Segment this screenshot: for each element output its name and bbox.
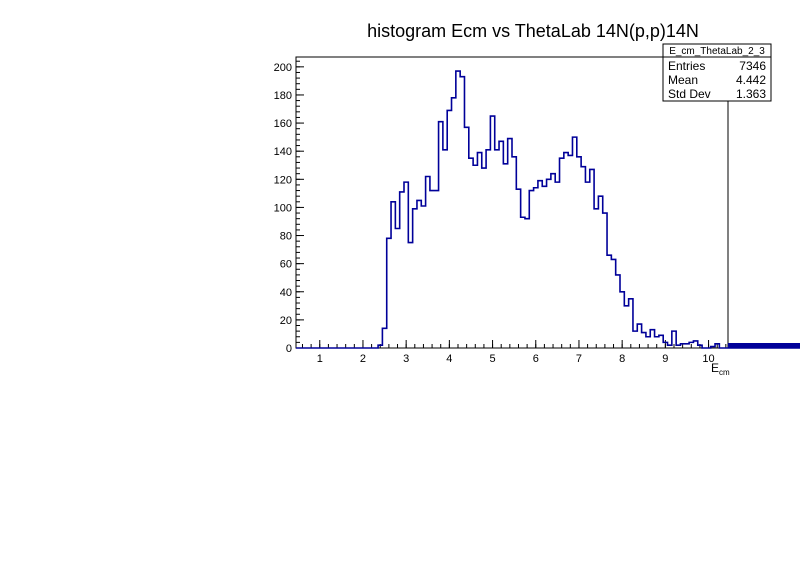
histogram-bin bbox=[534, 188, 538, 348]
y-tick-label: 40 bbox=[280, 287, 292, 299]
histogram-bin bbox=[577, 157, 581, 348]
histogram-bin bbox=[464, 127, 468, 348]
histogram-bin bbox=[564, 153, 568, 348]
histogram-bin bbox=[521, 217, 525, 348]
histogram-bin bbox=[633, 331, 637, 348]
y-tick-label: 200 bbox=[274, 62, 292, 74]
histogram-bin bbox=[598, 196, 602, 348]
histogram-bin bbox=[525, 219, 529, 348]
histogram-bin bbox=[443, 150, 447, 348]
histogram-bin bbox=[490, 116, 494, 348]
x-tick-label: 1 bbox=[317, 353, 323, 365]
x-axis-title-sub: cm bbox=[719, 368, 730, 377]
x-tick-label: 5 bbox=[489, 353, 495, 365]
stats-box: E_cm_ThetaLab_2_3 Entries 7346 Mean 4.44… bbox=[662, 43, 772, 102]
histogram-outline bbox=[296, 70, 800, 349]
histogram-bin bbox=[594, 209, 598, 348]
x-tick-label: 10 bbox=[702, 353, 714, 365]
histogram-bin bbox=[469, 158, 473, 348]
histogram-bin bbox=[473, 165, 477, 348]
histogram-bin bbox=[508, 139, 512, 348]
stats-box-title: E_cm_ThetaLab_2_3 bbox=[669, 46, 765, 57]
histogram-bin bbox=[555, 182, 559, 348]
histogram-bin bbox=[572, 137, 576, 348]
y-tick-label: 140 bbox=[274, 146, 292, 158]
y-axis: 0 20 40 60 80 100 120 140 160 180 200 bbox=[274, 60, 304, 355]
histogram-bin bbox=[624, 306, 628, 348]
histogram-bin bbox=[477, 153, 481, 348]
histogram-bin bbox=[482, 168, 486, 348]
x-axis-title: Ecm bbox=[711, 361, 730, 377]
stats-stddev-value: 1.363 bbox=[736, 87, 766, 101]
histogram-bin bbox=[547, 179, 551, 348]
y-tick-label: 0 bbox=[286, 343, 292, 355]
histogram-bin bbox=[486, 150, 490, 348]
histogram-bin bbox=[421, 206, 425, 348]
y-tick-label: 180 bbox=[274, 90, 292, 102]
x-tick-label: 6 bbox=[533, 353, 539, 365]
plot-frame bbox=[295, 56, 729, 349]
x-axis: 1 2 3 4 5 6 7 8 9 10 bbox=[301, 340, 727, 365]
histogram-bin bbox=[551, 174, 555, 348]
histogram-bin bbox=[560, 158, 564, 348]
y-tick-label: 60 bbox=[280, 259, 292, 271]
histogram-bin bbox=[495, 150, 499, 348]
histogram-bin bbox=[568, 155, 572, 348]
x-tick-label: 4 bbox=[446, 353, 452, 365]
histogram-bin bbox=[499, 141, 503, 348]
x-tick-label: 9 bbox=[662, 353, 668, 365]
histogram-bin bbox=[542, 186, 546, 348]
x-tick-label: 2 bbox=[360, 353, 366, 365]
x-axis-title-main: E bbox=[711, 361, 719, 375]
x-tick-label: 7 bbox=[576, 353, 582, 365]
x-tick-label: 3 bbox=[403, 353, 409, 365]
y-tick-label: 100 bbox=[274, 202, 292, 214]
y-tick-label: 160 bbox=[274, 118, 292, 130]
x-tick-label: 8 bbox=[619, 353, 625, 365]
histogram-bin bbox=[452, 98, 456, 348]
histogram-series bbox=[378, 71, 719, 348]
histogram-bin bbox=[456, 71, 460, 348]
histogram-bin bbox=[408, 243, 412, 348]
histogram-bin bbox=[585, 182, 589, 348]
chart-title: histogram Ecm vs ThetaLab 14N(p,p)14N bbox=[367, 21, 699, 41]
stats-mean-label: Mean bbox=[668, 73, 698, 87]
stats-entries-value: 7346 bbox=[739, 59, 766, 73]
y-tick-label: 120 bbox=[274, 174, 292, 186]
stats-stddev-label: Std Dev bbox=[668, 87, 711, 101]
y-tick-label: 20 bbox=[280, 315, 292, 327]
histogram-bin bbox=[395, 229, 399, 348]
histogram-bin bbox=[503, 164, 507, 348]
y-tick-label: 80 bbox=[280, 231, 292, 243]
histogram-bin bbox=[581, 167, 585, 348]
histogram-bin bbox=[607, 255, 611, 348]
histogram-bin bbox=[434, 191, 438, 348]
plot-frame-rect bbox=[295, 56, 729, 349]
histogram-bin bbox=[417, 200, 421, 348]
histogram-bin bbox=[430, 191, 434, 348]
stats-box-frame bbox=[662, 43, 772, 102]
histogram-bin bbox=[538, 181, 542, 348]
stats-entries-label: Entries bbox=[668, 59, 705, 73]
stats-mean-value: 4.442 bbox=[736, 73, 766, 87]
